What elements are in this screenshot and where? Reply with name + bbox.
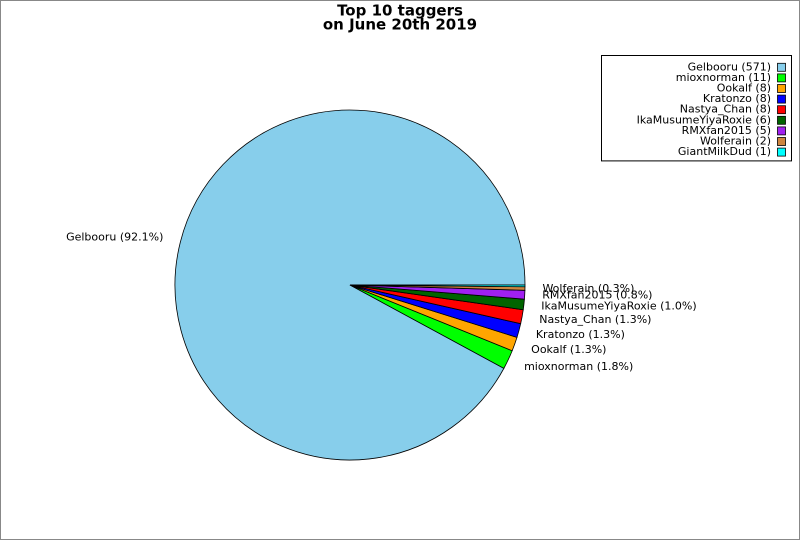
slice-label: RMXfan2015 (0.8%) bbox=[542, 289, 652, 302]
legend-swatch bbox=[777, 115, 786, 125]
legend-swatch bbox=[777, 94, 786, 104]
pie-slice bbox=[349, 284, 526, 288]
slice-label: Nastya_Chan (1.3%) bbox=[539, 313, 651, 326]
legend-swatch bbox=[777, 105, 786, 115]
legend-label: RMXfan2015 (5) bbox=[682, 124, 771, 137]
legend-swatch bbox=[777, 137, 786, 146]
legend-swatch bbox=[777, 126, 786, 136]
legend-label: IkaMusumeYiyaRoxie (6) bbox=[637, 113, 771, 126]
legend-label: GiantMilkDud (1) bbox=[678, 145, 771, 158]
legend-swatch bbox=[777, 147, 786, 157]
slice-label: IkaMusumeYiyaRoxie (1.0%) bbox=[541, 299, 696, 312]
legend-swatch bbox=[777, 73, 786, 83]
slice-label: Ookalf (1.3%) bbox=[531, 343, 606, 356]
legend-label: mioxnorman (11) bbox=[676, 71, 771, 84]
slice-label: Wolferain (0.3%) bbox=[542, 282, 634, 295]
legend-label: Nastya_Chan (8) bbox=[680, 103, 771, 116]
chart-title: Top 10 taggers bbox=[337, 2, 463, 20]
legend-label: Ookalf (8) bbox=[717, 82, 771, 95]
legend-box bbox=[601, 55, 792, 162]
legend-label: Kratonzo (8) bbox=[703, 92, 771, 105]
slice-label: Kratonzo (1.3%) bbox=[536, 328, 625, 341]
legend-label: Wolferain (2) bbox=[700, 135, 771, 148]
slice-label: mioxnorman (1.8%) bbox=[524, 360, 633, 373]
slice-label: Gelbooru (92.1%) bbox=[66, 231, 163, 244]
legend-swatch bbox=[777, 84, 786, 93]
legend-swatch bbox=[777, 62, 786, 72]
legend-label: Gelbooru (571) bbox=[688, 60, 771, 73]
chart-subtitle: on June 20th 2019 bbox=[323, 16, 477, 34]
